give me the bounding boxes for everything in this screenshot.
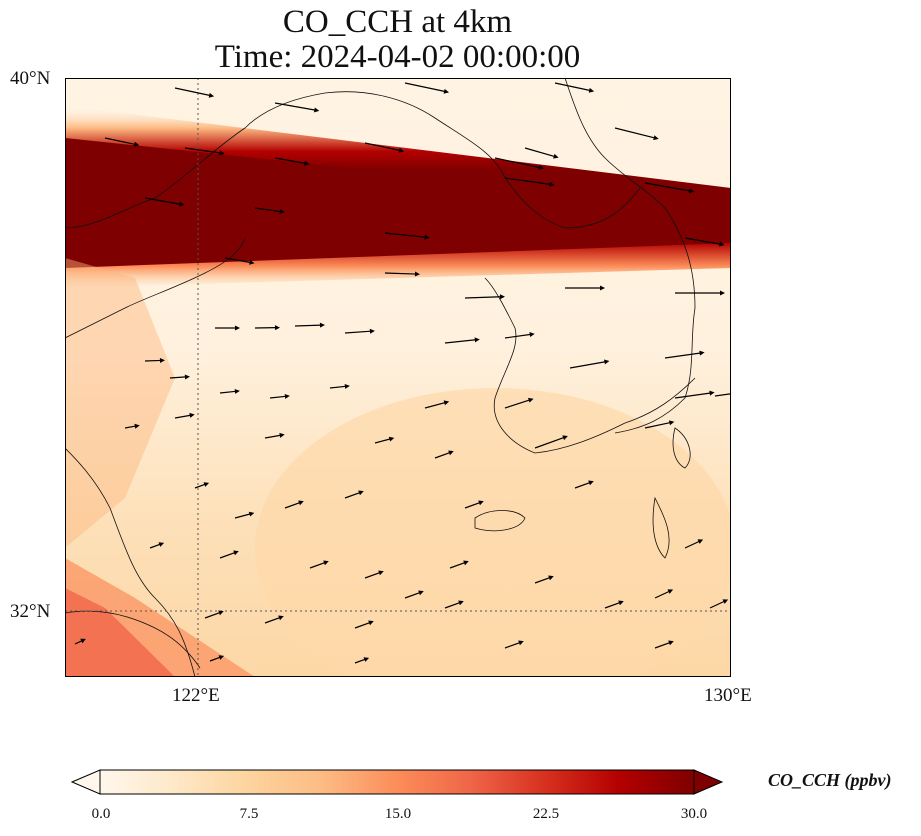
wind-arrow: [644, 182, 695, 194]
wind-arrow: [254, 325, 280, 331]
wind-arrow: [204, 610, 224, 619]
wind-arrow: [284, 500, 304, 509]
map-border: [65, 78, 731, 677]
wind-arrow: [434, 450, 454, 459]
wind-arrow: [234, 511, 255, 519]
wind-arrow: [174, 87, 215, 98]
wind-arrow: [149, 542, 165, 549]
wind-arrow: [219, 388, 240, 394]
colorbar-gradient: [99, 769, 695, 795]
lat-tick-32n: 32°N: [10, 601, 51, 622]
wind-arrow: [364, 142, 405, 153]
lon-tick-130e: 130°E: [704, 685, 752, 706]
wind-arrow: [614, 127, 659, 141]
wind-arrow: [144, 197, 185, 207]
wind-arrow: [174, 412, 195, 419]
map-subtitle-time: Time: 2024-04-02 00:00:00: [214, 39, 581, 75]
wind-arrow: [565, 285, 605, 291]
wind-arrow: [714, 391, 731, 397]
field-southwest-core: [65, 588, 175, 677]
wind-arrow: [684, 539, 704, 549]
field-high-co-core: [65, 138, 731, 268]
colorbar-tick-15: 15.0: [384, 806, 412, 822]
wind-arrow: [344, 490, 364, 499]
wind-arrow: [444, 337, 480, 344]
wind-arrow: [354, 657, 370, 664]
wind-arrow: [554, 82, 595, 93]
wind-arrow: [504, 640, 524, 649]
wind-arrow: [504, 177, 555, 187]
colorbar-tick-22-5: 22.5: [532, 806, 560, 822]
wind-arrow: [144, 357, 165, 363]
wind-arrow: [264, 432, 285, 439]
wind-arrow: [674, 390, 715, 399]
wind-arrow: [269, 393, 290, 399]
wind-arrow: [264, 615, 284, 624]
wind-arrow: [504, 397, 534, 409]
wind-arrow: [444, 600, 464, 609]
wind-arrow: [449, 560, 469, 569]
wind-arrow: [274, 157, 310, 166]
wind-arrow: [294, 322, 325, 328]
wind-arrow: [354, 620, 374, 629]
wind-arrow: [569, 359, 610, 369]
colorbar-tick-7-5: 7.5: [239, 806, 259, 822]
wind-arrow: [404, 82, 450, 94]
wind-arrow: [74, 638, 86, 645]
colorbar-extend-min: [70, 769, 101, 795]
wind-vectors: [74, 82, 731, 664]
wind-arrow: [574, 480, 594, 489]
wind-arrow: [364, 570, 384, 579]
wind-arrow: [664, 350, 705, 359]
wind-arrow: [709, 599, 729, 609]
wind-arrow: [504, 332, 535, 339]
wind-arrow: [684, 237, 725, 247]
colorbar-extend-max: [693, 769, 724, 795]
wind-arrow: [424, 400, 450, 409]
wind-arrow: [464, 294, 505, 300]
wind-arrow: [309, 560, 329, 569]
field-west-edge: [65, 258, 175, 548]
coastlines: [65, 78, 696, 677]
lat-tick-40n: 40°N: [10, 68, 51, 89]
wind-arrow: [524, 147, 559, 159]
wind-arrow: [124, 423, 140, 429]
field-midsea-patch: [255, 388, 731, 677]
wind-arrow: [374, 436, 395, 444]
wind-arrow: [604, 600, 624, 609]
wind-arrow: [534, 575, 554, 584]
wind-arrow: [404, 590, 424, 599]
wind-arrow: [654, 640, 674, 649]
colorbar-tick-30: 30.0: [680, 806, 708, 822]
wind-arrow: [644, 420, 675, 429]
map-plot-area: [65, 78, 731, 677]
wind-arrow: [494, 157, 544, 170]
wind-arrow: [534, 435, 568, 449]
colorbar-tick-0: 0.0: [91, 806, 111, 822]
wind-arrow: [384, 271, 420, 277]
wind-arrow: [169, 374, 190, 380]
wind-arrow: [224, 257, 255, 265]
wind-arrow: [274, 102, 320, 113]
wind-arrow: [219, 550, 239, 559]
colorbar-label: CO_CCH (ppbv): [768, 770, 892, 790]
wind-arrow: [464, 500, 484, 509]
wind-arrow: [184, 147, 225, 156]
map-title: CO_CCH at 4km: [282, 4, 513, 40]
wind-arrow: [209, 655, 225, 662]
wind-arrow: [344, 328, 375, 334]
wind-arrow: [384, 232, 430, 240]
wind-arrow: [329, 383, 350, 389]
colorbar: [70, 769, 724, 795]
wind-arrow: [104, 137, 140, 147]
lon-tick-122e: 122°E: [172, 685, 220, 706]
wind-arrow: [215, 325, 240, 331]
wind-arrow: [654, 589, 674, 599]
wind-arrow: [675, 290, 725, 296]
wind-arrow: [254, 207, 285, 214]
wind-arrow: [194, 482, 210, 489]
